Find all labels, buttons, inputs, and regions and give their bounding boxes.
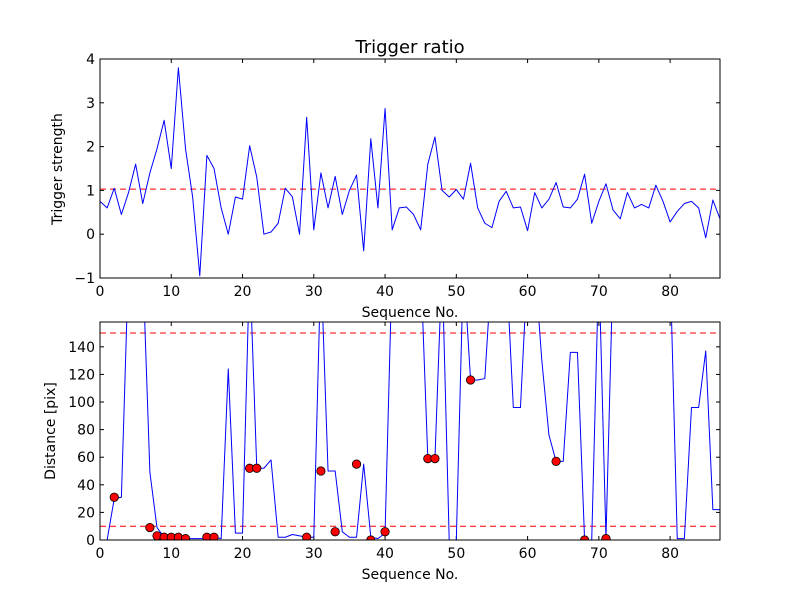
top-x-tick-label: 50 xyxy=(447,284,465,300)
top-y-tick-label: −1 xyxy=(74,271,95,287)
bottom-clipped-marks xyxy=(100,322,720,540)
bottom-x-tick-label: 10 xyxy=(162,546,180,562)
top-y-axis-label: Trigger strength xyxy=(50,113,66,226)
bottom-y-tick-label: 0 xyxy=(86,533,95,549)
top-plot-area xyxy=(100,67,720,277)
bottom-data-marker xyxy=(465,375,476,385)
top-plot-frame xyxy=(99,58,721,279)
trigger-ratio-panel: Trigger ratio Sequence No. Trigger stren… xyxy=(50,37,721,321)
bottom-data-marker xyxy=(430,453,440,464)
bottom-y-tick-label: 20 xyxy=(77,505,95,521)
top-y-tick-label: 3 xyxy=(86,96,95,112)
bottom-data-marker xyxy=(302,532,312,540)
bottom-x-tick-label: 80 xyxy=(661,546,679,562)
bottom-data-marker xyxy=(330,527,340,537)
bottom-x-tick-label: 20 xyxy=(234,546,252,562)
bottom-data-marker xyxy=(145,522,155,533)
top-x-tick-label: 70 xyxy=(590,284,608,300)
bottom-x-tick-label: 30 xyxy=(305,546,323,562)
bottom-plot-frame xyxy=(99,321,721,541)
bottom-y-tick-label: 40 xyxy=(77,478,95,494)
top-clipped-marks xyxy=(100,67,720,277)
bottom-x-tick-label: 50 xyxy=(447,546,465,562)
bottom-x-tick-label: 70 xyxy=(590,546,608,562)
top-x-axis-label: Sequence No. xyxy=(362,305,459,321)
bottom-axis-ticks: 0 10 20 30 40 50 60 70 80 0 20 40 60 80 100 120 140 xyxy=(68,322,720,562)
top-y-tick-label: 4 xyxy=(86,52,95,68)
bottom-y-tick-label: 140 xyxy=(68,340,95,356)
top-x-tick-label: 30 xyxy=(305,284,323,300)
top-x-tick-label: 20 xyxy=(234,284,252,300)
bottom-x-tick-label: 0 xyxy=(96,546,105,562)
top-series-line xyxy=(100,67,720,277)
bottom-y-tick-label: 120 xyxy=(68,367,95,383)
top-y-tick-label: 1 xyxy=(86,183,95,199)
bottom-x-axis-label: Sequence No. xyxy=(362,567,459,583)
bottom-data-marker xyxy=(316,466,326,476)
bottom-x-tick-label: 40 xyxy=(376,546,394,562)
top-chart-title: Trigger ratio xyxy=(354,37,464,58)
bottom-data-marker xyxy=(252,463,262,473)
bottom-x-tick-label: 60 xyxy=(519,546,537,562)
top-x-tick-label: 60 xyxy=(519,284,537,300)
bottom-y-axis-label: Distance [pix] xyxy=(43,382,59,480)
top-y-tick-label: 0 xyxy=(86,227,95,243)
top-x-tick-label: 80 xyxy=(661,284,679,300)
bottom-data-marker xyxy=(109,492,119,502)
bottom-data-marker xyxy=(380,527,390,537)
bottom-y-tick-label: 80 xyxy=(77,423,95,439)
top-x-tick-label: 40 xyxy=(376,284,394,300)
bottom-data-marker xyxy=(551,456,561,466)
bottom-data-marker xyxy=(209,532,219,540)
bottom-data-marker xyxy=(351,459,362,469)
bottom-y-tick-label: 100 xyxy=(68,395,95,411)
top-x-tick-label: 10 xyxy=(162,284,180,300)
top-y-tick-label: 2 xyxy=(86,140,95,156)
bottom-plot-area xyxy=(100,322,720,540)
bottom-data-marker xyxy=(180,534,191,540)
top-x-tick-label: 0 xyxy=(96,284,105,300)
distance-panel: Sequence No. Distance [pix] 0 10 20 30 40 50 6… xyxy=(43,321,721,583)
bottom-data-marker xyxy=(601,534,611,540)
bottom-y-tick-label: 60 xyxy=(77,450,95,466)
